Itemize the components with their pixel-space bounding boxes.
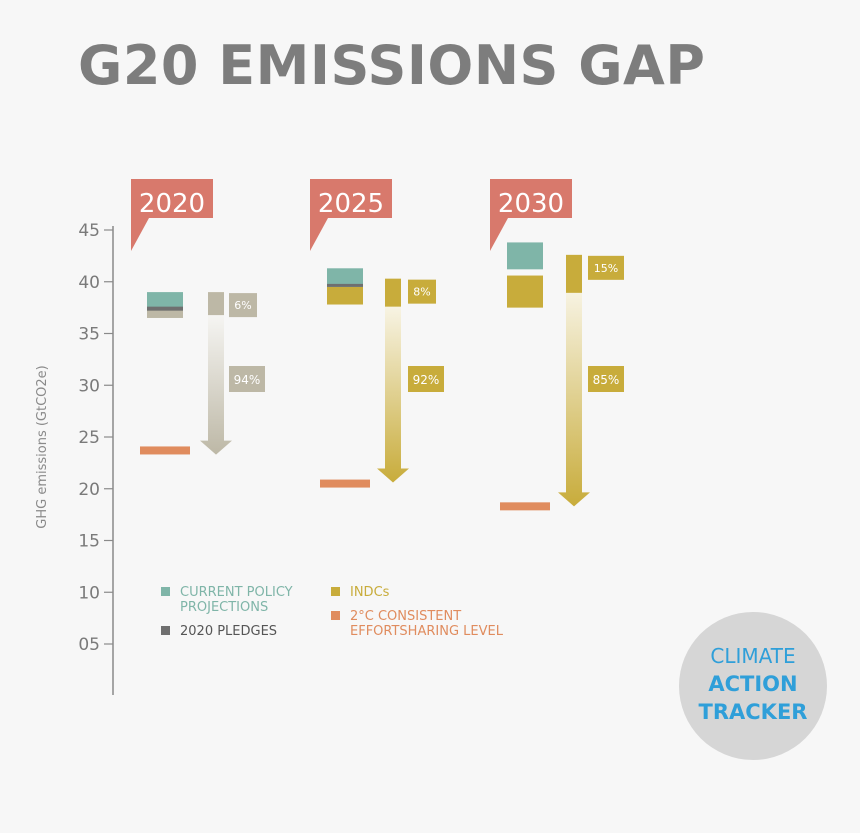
climate-action-tracker-logo: CLIMATE ACTION TRACKER (679, 612, 827, 760)
current-policy-bar (147, 292, 183, 308)
legend-swatch (331, 587, 340, 596)
gap-arrow-cap (385, 278, 401, 307)
year-flag (490, 179, 572, 251)
gap-main-label: 94% (234, 373, 261, 387)
gap-arrow (377, 278, 409, 483)
y-tick-label: 10 (78, 583, 100, 603)
gap-arrow (200, 292, 232, 455)
legend-swatch (161, 587, 170, 596)
year-flag-label: 2030 (498, 189, 564, 219)
logo-line-2: ACTION (708, 672, 798, 696)
gap-arrow (558, 254, 590, 507)
y-tick-label: 15 (78, 532, 100, 552)
legend-label: CURRENT POLICY (180, 585, 293, 600)
gap-top-label: 15% (594, 262, 618, 275)
y-axis-label: GHG emissions (GtCO2e) (35, 365, 50, 528)
indc-bar (147, 307, 183, 318)
gap-top-label-box (408, 279, 436, 304)
two-degree-bar (500, 502, 550, 511)
y-tick-label: 40 (78, 273, 100, 293)
y-tick-label: 30 (78, 376, 100, 396)
gap-main-label: 85% (593, 373, 620, 387)
logo-line-3: TRACKER (698, 700, 808, 724)
gap-main-label-box (408, 366, 444, 392)
logo-line-1: CLIMATE (710, 644, 796, 668)
gap-top-label: 8% (413, 286, 430, 299)
gap-arrow-cap (566, 254, 582, 293)
legend-label: EFFORTSHARING LEVEL (350, 624, 504, 639)
two-degree-bar (140, 446, 190, 455)
gap-main-label-box (229, 366, 265, 392)
gap-top-label: 6% (234, 299, 251, 312)
gap-main-label: 92% (413, 373, 440, 387)
gap-arrow-cap (208, 292, 224, 316)
y-tick-label: 20 (78, 480, 100, 500)
legend-swatch (161, 626, 170, 635)
pledge-bar (147, 306, 183, 311)
y-tick-label: 45 (78, 221, 100, 241)
indc-bar (327, 286, 363, 305)
gap-top-label-box (588, 255, 624, 280)
legend-label: PROJECTIONS (180, 600, 268, 615)
current-policy-bar (327, 268, 363, 287)
y-tick-label: 35 (78, 325, 100, 345)
gap-main-label-box (588, 366, 624, 392)
current-policy-bar (507, 242, 543, 270)
gap-top-label-box (229, 293, 257, 318)
y-tick-label: 05 (78, 635, 100, 655)
year-flag-label: 2025 (318, 189, 384, 219)
year-flag (131, 179, 213, 251)
indc-bar (507, 275, 543, 308)
two-degree-bar (320, 479, 370, 488)
pledge-bar (327, 283, 363, 287)
legend-label: 2020 PLEDGES (180, 624, 277, 639)
year-flag-label: 2020 (139, 189, 205, 219)
legend-label: 2°C CONSISTENT (350, 609, 461, 624)
legend-label: INDCs (350, 585, 390, 600)
year-flag (310, 179, 392, 251)
chart-title: G20 EMISSIONS GAP (78, 34, 706, 97)
y-tick-label: 25 (78, 428, 100, 448)
legend-swatch (331, 611, 340, 620)
